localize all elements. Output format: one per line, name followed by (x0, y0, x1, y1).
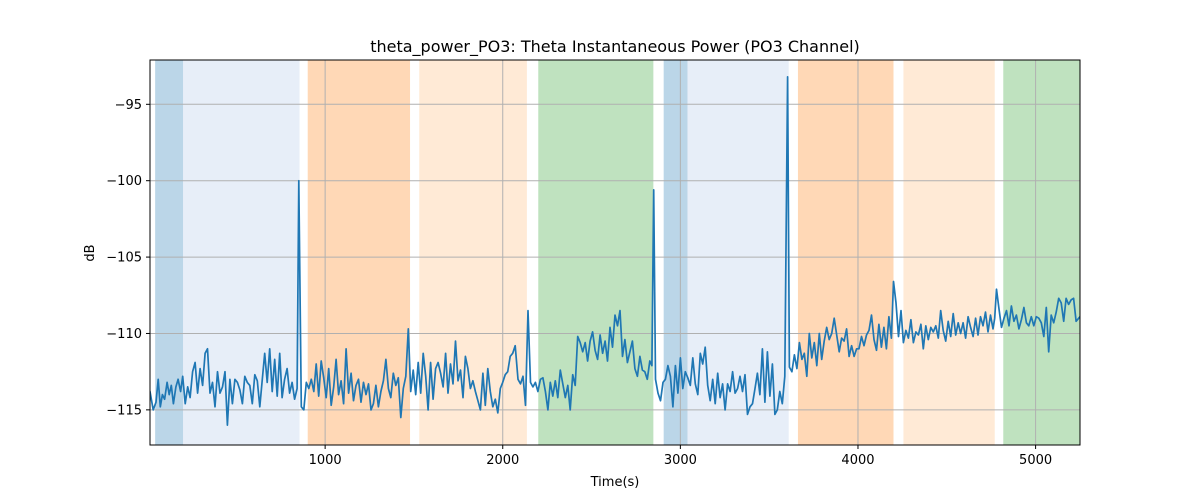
shaded-band-5 (538, 60, 654, 445)
shaded-band-4 (419, 60, 527, 445)
shaded-band-9 (903, 60, 995, 445)
shaded-band-6 (663, 60, 688, 445)
shaded-bands (155, 60, 1080, 445)
shaded-band-8 (797, 60, 894, 445)
chart-title: theta_power_PO3: Theta Instantaneous Pow… (370, 37, 860, 57)
series-layer (150, 75, 1080, 426)
y-tick-label: −95 (115, 98, 142, 113)
y-tick-label: −105 (106, 251, 142, 266)
x-tick-label: 3000 (664, 453, 697, 468)
series-line-1 (150, 75, 1080, 426)
y-tick-label: −100 (106, 174, 142, 189)
y-axis-ticks: −115 −110 −105 −100 −95 (106, 98, 150, 418)
x-tick-label: 1000 (309, 453, 342, 468)
x-tick-label: 2000 (486, 453, 519, 468)
x-tick-label: 4000 (841, 453, 874, 468)
plot-frame (149, 59, 1081, 446)
shaded-band-10 (1003, 60, 1080, 445)
x-axis-label: Time(s) (590, 475, 640, 490)
y-axis-label: dB (83, 244, 98, 261)
y-tick-label: −110 (106, 327, 142, 342)
x-axis-ticks: 1000 2000 3000 4000 5000 (309, 445, 1052, 468)
y-tick-label: −115 (106, 403, 142, 418)
x-tick-label: 5000 (1019, 453, 1052, 468)
